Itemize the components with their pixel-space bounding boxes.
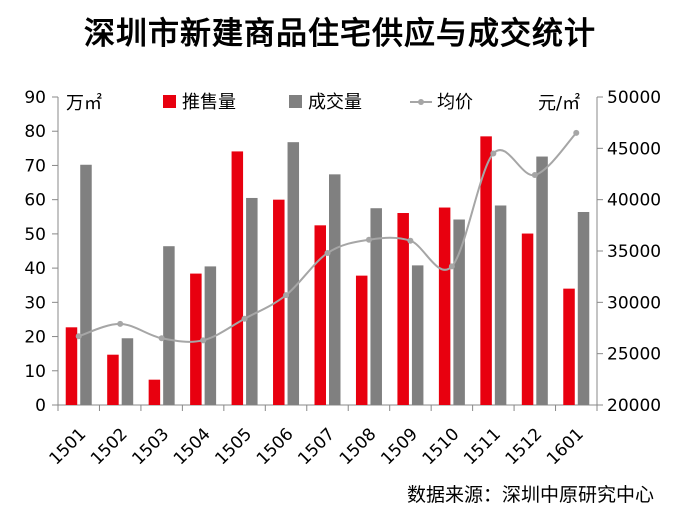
x-tick-label: 1512 [502,424,547,469]
legend-swatch-supply [163,95,176,108]
legend-label-supply: 推售量 [182,92,236,113]
bar-supply-1507 [314,225,326,405]
bar-deal-1505 [246,197,258,405]
left-axis-unit: 万㎡ [66,92,102,114]
price-point-1507 [324,250,331,257]
bar-deal-1502 [121,338,134,405]
right-tick-label: 40000 [607,191,661,211]
legend: 推售量 成交量 均价 [163,92,473,113]
bar-supply-1512 [521,233,534,405]
bar-supply-1501 [65,327,78,405]
left-tick-label: 80 [24,122,46,142]
bar-supply-1510 [438,207,451,405]
left-tick-label: 30 [24,293,46,313]
bar-deal-1508 [370,208,382,405]
left-tick-label: 40 [24,259,46,279]
bar-deal-1504 [204,266,217,405]
price-point-1503 [158,335,165,342]
left-tick-label: 70 [24,156,46,176]
bar-supply-1508 [355,275,368,405]
bar-deal-1501 [80,164,92,405]
bar-supply-1505 [231,151,244,405]
left-tick-label: 50 [24,225,46,245]
bar-deal-1506 [287,142,300,405]
price-point-1505 [241,315,248,322]
axis-units: 万㎡ 元/㎡ [66,92,580,114]
price-point-1601 [573,129,580,136]
price-point-1510 [448,263,455,270]
x-tick-label: 1510 [419,424,464,469]
left-tick-label: 90 [24,88,46,108]
price-point-1506 [283,292,290,299]
bar-supply-1511 [480,136,492,405]
legend-label-deal: 成交量 [308,92,362,113]
bar-deal-1503 [163,246,175,405]
bar-supply-1601 [563,288,575,405]
price-point-1509 [407,237,414,244]
bar-deal-1511 [494,205,507,405]
right-tick-label: 45000 [607,139,661,159]
bar-supply-1504 [190,273,202,405]
price-point-1501 [75,333,82,340]
x-tick-label: 1511 [460,424,505,469]
right-tick-label: 50000 [607,88,661,108]
axes [52,96,603,411]
price-point-1502 [117,320,124,327]
x-tick-label: 1509 [377,424,422,469]
legend-marker-price [418,99,424,105]
price-point-1508 [365,236,372,243]
legend-label-price: 均价 [437,92,473,113]
bar-deal-1507 [329,174,341,405]
bar-supply-1509 [397,213,409,405]
bar-supply-1506 [273,199,285,405]
left-tick-label: 10 [24,362,46,382]
x-tick-label: 1501 [46,424,91,469]
x-tick-label: 1504 [170,424,215,469]
bars [65,136,590,405]
legend-swatch-deal [289,95,302,108]
left-tick-label: 0 [35,396,46,416]
x-tick-label: 1507 [294,424,339,469]
chart-title: 深圳市新建商品住宅供应与成交统计 [84,16,596,52]
price-point-1511 [490,150,497,157]
x-tick-label: 1505 [211,424,256,469]
bar-deal-1601 [577,211,590,405]
left-tick-label: 20 [24,328,46,348]
bar-deal-1512 [536,156,548,405]
right-tick-label: 25000 [607,345,661,365]
price-point-1504 [200,337,207,344]
bar-supply-1502 [107,354,119,405]
x-tick-label: 1502 [87,424,132,469]
price-line [75,129,580,344]
left-tick-label: 60 [24,191,46,211]
x-tick-label: 1503 [128,424,173,469]
source-note: 数据来源：深圳中原研究中心 [406,484,654,506]
bar-deal-1509 [411,265,424,405]
right-tick-label: 30000 [607,293,661,313]
price-point-1512 [531,172,538,179]
right-tick-label: 35000 [607,242,661,262]
right-axis-unit: 元/㎡ [538,92,580,114]
right-tick-label: 20000 [607,396,661,416]
x-tick-label: 1506 [253,424,298,469]
bar-deal-1510 [453,219,465,405]
bar-supply-1503 [148,379,161,405]
x-tick-label: 1601 [543,424,588,469]
x-tick-label: 1508 [336,424,381,469]
